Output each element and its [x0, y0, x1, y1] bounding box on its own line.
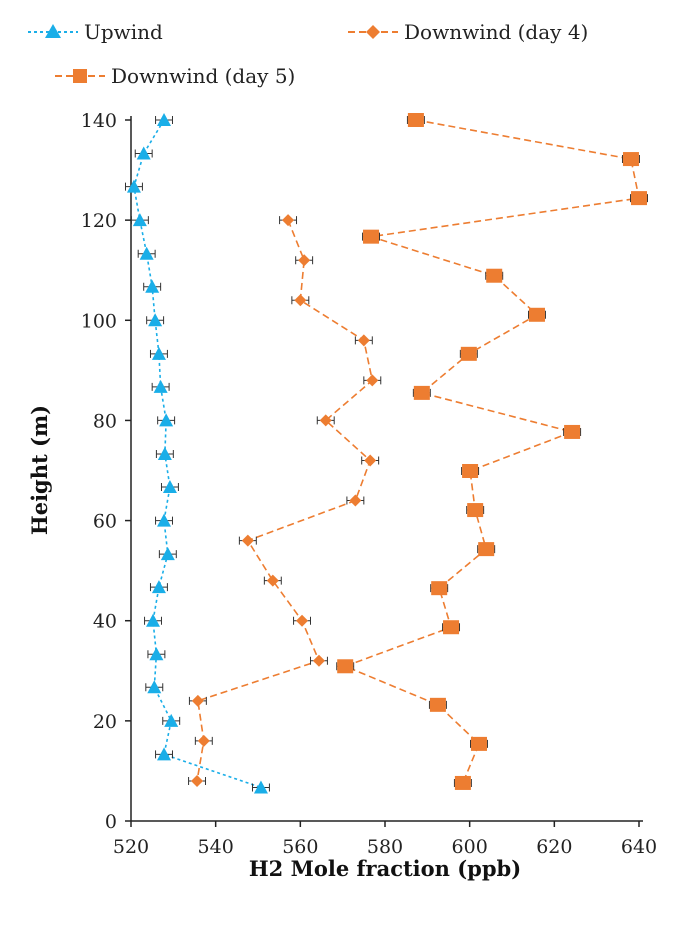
data-point	[296, 614, 309, 627]
data-point	[146, 613, 161, 627]
data-point	[136, 146, 151, 160]
data-point	[413, 385, 430, 400]
data-point	[319, 414, 332, 427]
data-point	[160, 547, 175, 561]
data-point	[470, 736, 487, 751]
data-point	[151, 580, 166, 594]
series-line	[343, 119, 640, 784]
x-tick-label: 540	[198, 836, 234, 858]
data-point	[298, 254, 311, 267]
data-point	[241, 534, 254, 547]
x-axis-label: H2 Mole fraction (ppb)	[249, 856, 521, 881]
data-point	[147, 680, 162, 694]
data-point	[126, 179, 141, 193]
legend-item-downwind-day4: Downwind (day 4)	[348, 20, 588, 44]
y-tick-label: 80	[93, 410, 117, 432]
legend-label: Downwind (day 5)	[111, 64, 295, 88]
triangle-marker-icon	[45, 24, 61, 38]
data-point	[486, 268, 503, 283]
data-point	[157, 446, 172, 460]
y-axis-label: Height (m)	[27, 405, 52, 535]
data-point	[429, 697, 446, 712]
data-point	[294, 294, 307, 307]
data-point	[407, 113, 424, 127]
data-point	[460, 346, 477, 361]
data-point	[162, 480, 177, 494]
data-point	[622, 152, 639, 167]
x-tick-label: 600	[452, 836, 488, 858]
plot-area	[124, 113, 648, 794]
y-tick-label: 140	[81, 110, 117, 132]
data-point	[467, 503, 484, 518]
legend-item-downwind-day5: Downwind (day 5)	[55, 64, 295, 88]
data-point	[528, 307, 545, 322]
data-point	[266, 574, 279, 587]
y-tick-label: 40	[93, 611, 117, 633]
data-point	[151, 346, 166, 360]
x-tick-label: 640	[621, 836, 657, 858]
data-point	[462, 464, 479, 479]
legend: Upwind Downwind (day 4) Downwind (day 5)	[28, 20, 588, 88]
data-point	[431, 581, 448, 596]
series-line	[196, 219, 374, 782]
axes: 520 540 560 580 600 620 640 0 20 40 60 80 100 120 140	[81, 110, 657, 858]
data-point	[148, 313, 163, 327]
square-marker-icon	[73, 69, 87, 83]
data-point	[312, 654, 325, 667]
data-point	[153, 379, 168, 393]
y-tick-label: 100	[81, 310, 117, 332]
data-point	[164, 713, 179, 727]
data-point	[363, 229, 380, 244]
data-point	[149, 647, 164, 661]
data-point	[157, 513, 172, 527]
legend-label: Downwind (day 4)	[404, 20, 588, 44]
data-point	[337, 659, 354, 674]
data-point	[564, 424, 581, 439]
legend-item-upwind: Upwind	[28, 20, 163, 44]
legend-label: Upwind	[84, 20, 163, 44]
y-tick-label: 120	[81, 210, 117, 232]
data-point	[132, 213, 147, 227]
data-point	[282, 214, 295, 227]
data-point	[366, 374, 379, 387]
data-point	[139, 246, 154, 260]
data-point	[443, 620, 460, 635]
y-tick-label: 20	[93, 711, 117, 733]
data-point	[159, 413, 174, 427]
data-point	[145, 279, 160, 293]
data-point	[197, 734, 210, 747]
data-point	[364, 454, 377, 467]
y-tick-label: 0	[105, 811, 117, 833]
x-tick-label: 620	[536, 836, 572, 858]
data-point	[157, 747, 172, 761]
x-tick-label: 520	[113, 836, 149, 858]
series-downwind-day-4-	[188, 214, 382, 787]
data-point	[631, 191, 647, 206]
data-point	[349, 494, 362, 507]
data-point	[253, 780, 268, 794]
data-point	[454, 775, 471, 790]
y-tick-label: 60	[93, 511, 117, 533]
data-point	[157, 113, 172, 126]
series-downwind-day-5-	[336, 113, 648, 790]
series-upwind	[124, 113, 270, 794]
data-point	[191, 694, 204, 707]
x-tick-label: 560	[282, 836, 318, 858]
data-point	[191, 774, 204, 787]
diamond-marker-icon	[366, 25, 380, 39]
data-point	[357, 334, 370, 347]
x-tick-label: 580	[367, 836, 403, 858]
data-point	[478, 542, 495, 557]
